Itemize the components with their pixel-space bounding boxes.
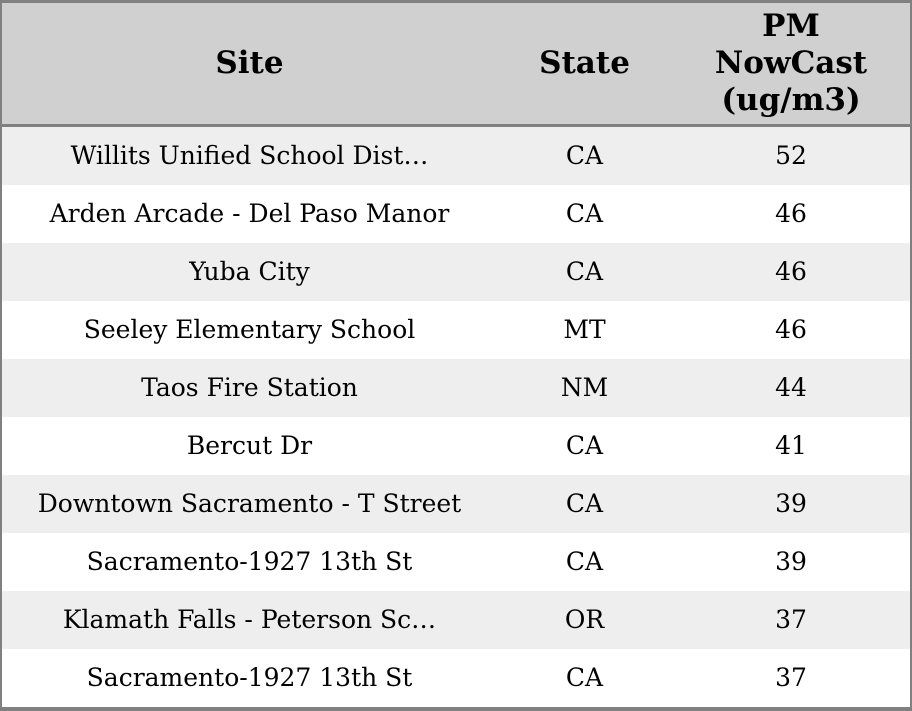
state-cell: CA (497, 185, 672, 243)
pm-nowcast-column-header: PM NowCast (ug/m3) (672, 3, 910, 127)
table-row: Bercut Dr CA 41 (2, 417, 910, 475)
pm-nowcast-table: Site State PM NowCast (ug/m3) Willits Un… (2, 3, 910, 707)
site-cell: Sacramento-1927 13th St (2, 649, 497, 707)
state-cell: CA (497, 417, 672, 475)
table-row: Seeley Elementary School MT 46 (2, 301, 910, 359)
state-column-header: State (497, 3, 672, 127)
table-row: Downtown Sacramento - T Street CA 39 (2, 475, 910, 533)
header-row: Site State PM NowCast (ug/m3) (2, 3, 910, 127)
pm-cell: 46 (672, 243, 910, 301)
site-cell: Bercut Dr (2, 417, 497, 475)
pm-cell: 37 (672, 649, 910, 707)
pm-cell: 46 (672, 185, 910, 243)
site-cell: Taos Fire Station (2, 359, 497, 417)
table-row: Arden Arcade - Del Paso Manor CA 46 (2, 185, 910, 243)
state-cell: CA (497, 475, 672, 533)
site-cell: Downtown Sacramento - T Street (2, 475, 497, 533)
table-row: Sacramento-1927 13th St CA 39 (2, 533, 910, 591)
state-cell: CA (497, 649, 672, 707)
state-cell: CA (497, 125, 672, 185)
state-cell: CA (497, 243, 672, 301)
site-cell: Sacramento-1927 13th St (2, 533, 497, 591)
pm-cell: 39 (672, 533, 910, 591)
state-cell: MT (497, 301, 672, 359)
site-cell: Seeley Elementary School (2, 301, 497, 359)
pm-cell: 52 (672, 125, 910, 185)
site-cell: Arden Arcade - Del Paso Manor (2, 185, 497, 243)
pm-cell: 46 (672, 301, 910, 359)
table-body: Willits Unified School Dist… CA 52 Arden… (2, 125, 910, 707)
table-row: Taos Fire Station NM 44 (2, 359, 910, 417)
pm-cell: 44 (672, 359, 910, 417)
state-cell: CA (497, 533, 672, 591)
table-row: Yuba City CA 46 (2, 243, 910, 301)
state-cell: OR (497, 591, 672, 649)
table-header: Site State PM NowCast (ug/m3) (2, 3, 910, 127)
site-cell: Willits Unified School Dist… (2, 125, 497, 185)
pm-cell: 41 (672, 417, 910, 475)
pm-cell: 39 (672, 475, 910, 533)
pm-cell: 37 (672, 591, 910, 649)
site-cell: Klamath Falls - Peterson Sc… (2, 591, 497, 649)
state-cell: NM (497, 359, 672, 417)
table-row: Sacramento-1927 13th St CA 37 (2, 649, 910, 707)
table-row: Willits Unified School Dist… CA 52 (2, 125, 910, 185)
table-row: Klamath Falls - Peterson Sc… OR 37 (2, 591, 910, 649)
site-column-header: Site (2, 3, 497, 127)
site-cell: Yuba City (2, 243, 497, 301)
